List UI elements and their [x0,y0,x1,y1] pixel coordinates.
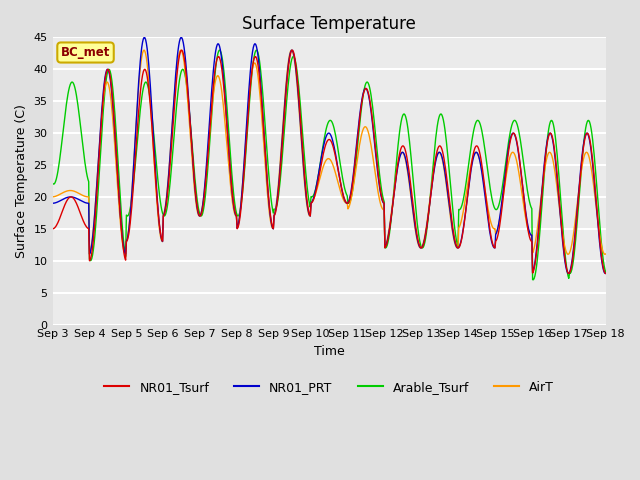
Title: Surface Temperature: Surface Temperature [242,15,416,33]
Y-axis label: Surface Temperature (C): Surface Temperature (C) [15,104,28,258]
Text: BC_met: BC_met [61,46,110,59]
X-axis label: Time: Time [314,345,344,358]
Legend: NR01_Tsurf, NR01_PRT, Arable_Tsurf, AirT: NR01_Tsurf, NR01_PRT, Arable_Tsurf, AirT [99,376,559,399]
